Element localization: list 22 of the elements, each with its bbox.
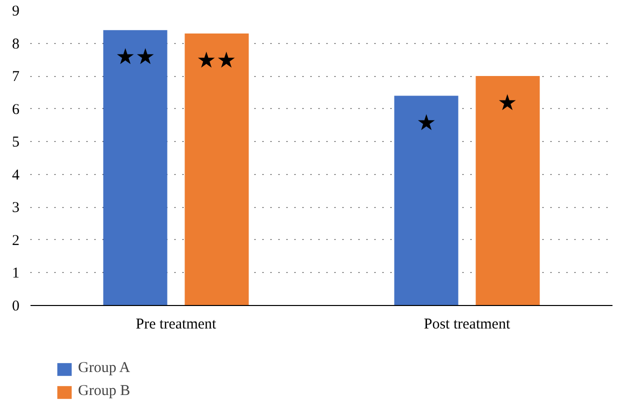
y-tick-label: 6	[12, 102, 20, 118]
legend-label: Group A	[78, 360, 130, 377]
bar	[184, 33, 249, 306]
y-tick-label: 9	[12, 4, 20, 20]
y-tick-label: 0	[12, 298, 20, 314]
bar	[476, 76, 540, 306]
y-tick-label: 2	[12, 232, 20, 249]
legend-label: Group B	[78, 383, 130, 400]
annotation: ★★	[115, 44, 156, 70]
y-tick-label: 5	[12, 134, 20, 151]
annotation: ★	[498, 90, 518, 116]
x-tick-label: Post treatment	[424, 316, 511, 332]
bar	[103, 30, 168, 306]
y-tick-label: 4	[12, 167, 20, 184]
bar	[394, 96, 458, 306]
y-tick-label: 1	[12, 266, 20, 282]
y-tick-label: 7	[12, 69, 20, 86]
annotation: ★★	[196, 47, 237, 72]
y-tick-label: 8	[12, 36, 20, 52]
x-tick-label: Pre treatment	[136, 316, 218, 332]
annotation: ★	[416, 110, 436, 135]
y-tick-label: 3	[12, 200, 20, 216]
